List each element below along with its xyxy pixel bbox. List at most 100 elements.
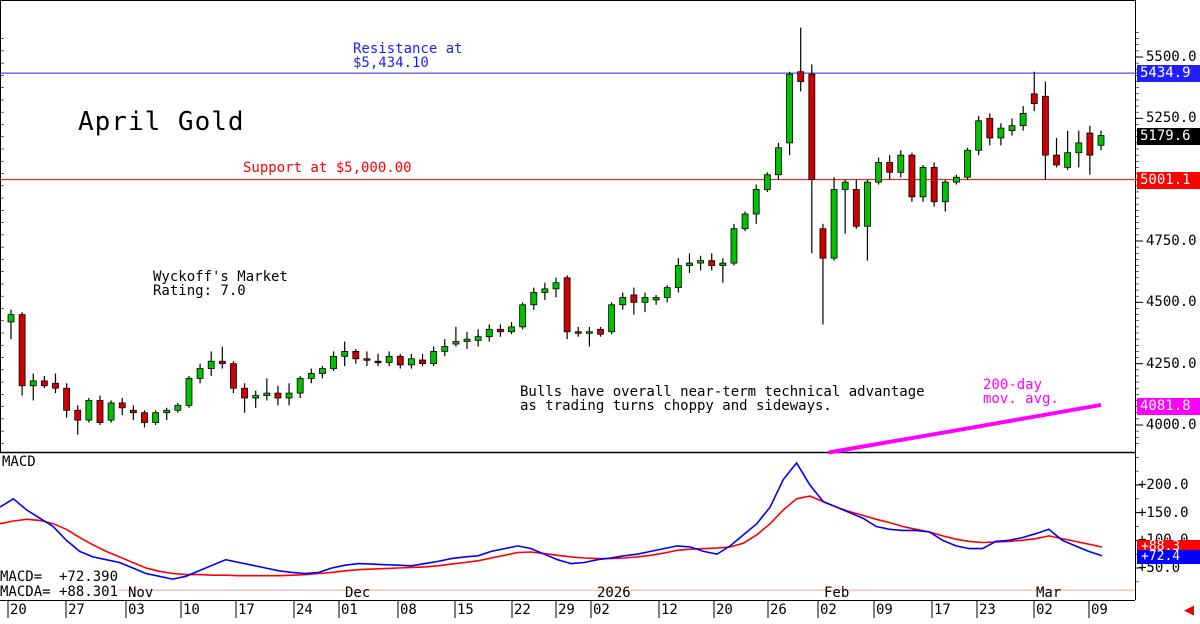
date-tick-label: 24	[296, 602, 313, 618]
up-candle	[585, 331, 593, 334]
up-candle	[174, 404, 182, 411]
macd-line	[0, 461, 1103, 580]
down-candle	[63, 387, 71, 411]
up-candle	[307, 373, 315, 379]
up-candle	[897, 154, 905, 173]
down-candle	[496, 328, 504, 333]
up-candle	[296, 377, 304, 394]
up-candle	[463, 338, 471, 342]
macd-panel-label: MACD	[2, 454, 36, 470]
down-candle	[230, 363, 237, 389]
macd-y-tick-label: +50.0	[1138, 560, 1181, 576]
date-tick-label: 02	[593, 602, 610, 618]
down-candle	[1030, 93, 1038, 105]
date-tick-label: 22	[514, 602, 531, 618]
date-tick-label: 10	[183, 602, 200, 618]
down-candle	[1041, 95, 1049, 156]
down-candle	[363, 358, 371, 361]
date-tick-label: 09	[876, 602, 893, 618]
down-candle	[574, 331, 582, 334]
up-candle	[775, 147, 782, 176]
price-y-tick-label: 4000.0	[1146, 417, 1197, 433]
down-candle	[986, 117, 994, 139]
resistance-price-tag: 5434.9	[1137, 65, 1200, 82]
date-tick-label: 15	[457, 602, 474, 618]
date-tick-label: 17	[934, 602, 951, 618]
up-candle	[330, 355, 337, 369]
date-tick-label: 23	[979, 602, 996, 618]
up-candle	[1097, 135, 1105, 146]
down-candle	[1086, 132, 1094, 156]
up-candle	[474, 336, 482, 341]
rating-annotation: Wyckoff's Market Rating: 7.0	[153, 269, 288, 299]
up-candle	[107, 402, 115, 421]
down-candle	[141, 412, 148, 423]
down-candle	[74, 409, 82, 421]
up-candle	[719, 262, 727, 266]
up-candle	[1075, 142, 1083, 154]
date-tick-label: 17	[238, 602, 255, 618]
up-candle	[697, 260, 704, 264]
date-tick-label: 02	[1036, 602, 1053, 618]
comment-annotation: Bulls have overall near-term technical a…	[520, 384, 925, 414]
up-candle	[830, 189, 838, 259]
up-candle	[841, 181, 849, 190]
up-candle	[686, 262, 693, 266]
down-candle	[352, 350, 360, 360]
up-candle	[163, 409, 171, 414]
down-candle	[241, 387, 248, 399]
up-candle	[452, 341, 460, 345]
date-tick-label: Dec	[345, 585, 371, 601]
up-candle	[741, 213, 749, 230]
date-tick-label: Nov	[128, 585, 154, 601]
down-candle	[930, 166, 938, 203]
date-tick-label: 01	[341, 602, 358, 618]
up-candle	[185, 377, 193, 406]
up-candle	[864, 181, 871, 227]
date-tick-label: Mar	[1036, 585, 1062, 601]
down-candle	[40, 380, 48, 387]
up-candle	[508, 326, 515, 333]
down-candle	[597, 328, 604, 335]
date-tick-label: 27	[68, 602, 85, 618]
up-candle	[408, 358, 415, 366]
up-candle	[152, 412, 159, 423]
price-y-tick-label: 5250.0	[1146, 110, 1197, 127]
down-candle	[218, 360, 226, 365]
up-candle	[7, 314, 15, 323]
down-candle	[396, 355, 404, 366]
price-y-tick-label: 4500.0	[1146, 294, 1197, 311]
up-candle	[530, 292, 538, 306]
macda-readout: MACDA= +88.301	[0, 584, 119, 600]
up-candle	[619, 297, 627, 306]
macd-readout: MACD= +72.390	[0, 569, 119, 585]
down-candle	[908, 154, 916, 198]
down-candle	[886, 162, 894, 173]
price-y-tick-label: 4750.0	[1146, 233, 1197, 249]
date-tick-label: 26	[770, 602, 787, 618]
down-candle	[374, 360, 382, 364]
date-tick-label: 12	[661, 602, 678, 618]
up-candle	[263, 392, 271, 396]
up-candle	[485, 328, 493, 338]
down-candle	[118, 402, 126, 409]
up-candle	[964, 149, 971, 178]
date-tick-label: 2026	[597, 585, 631, 601]
up-candle	[319, 368, 326, 374]
date-tick-label: 09	[1091, 602, 1108, 618]
down-candle	[808, 73, 816, 181]
up-candle	[730, 228, 738, 264]
up-candle	[674, 265, 682, 289]
up-candle	[29, 380, 37, 387]
resistance-annotation: Resistance at $5,434.10	[353, 41, 463, 71]
down-candle	[18, 314, 26, 387]
up-candle	[875, 162, 882, 183]
date-tick-label: 02	[820, 602, 837, 618]
down-candle	[419, 359, 426, 365]
down-candle	[96, 400, 104, 423]
down-candle	[708, 260, 716, 266]
moving-average-line	[828, 402, 1102, 455]
scroll-left-arrow-icon[interactable]: ◀	[1184, 603, 1194, 618]
